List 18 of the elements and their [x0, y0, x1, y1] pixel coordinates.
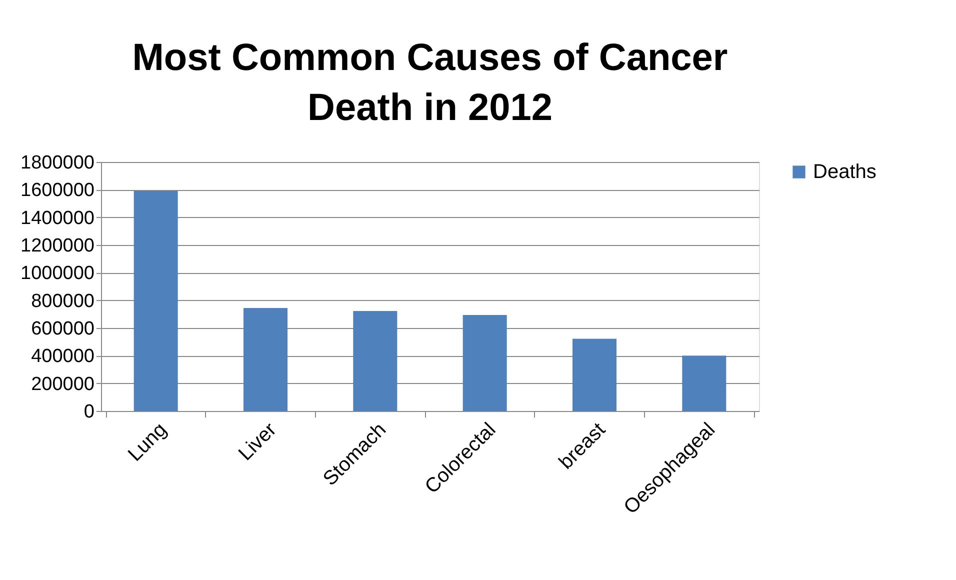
- y-tick-label: 1400000: [20, 208, 94, 229]
- y-tick-label: 400000: [31, 346, 94, 368]
- y-tick-label: 1000000: [20, 263, 94, 284]
- y-tick-label: 1200000: [20, 236, 94, 256]
- bar: [572, 338, 616, 411]
- bar: [244, 308, 288, 411]
- chart-title: Most Common Causes of Cancer Death in 2012: [132, 37, 728, 129]
- bar: [353, 310, 398, 411]
- bar: [462, 314, 507, 411]
- y-tick-label: 1600000: [20, 180, 94, 202]
- y-tick-label: 200000: [31, 374, 94, 395]
- y-tick-label: 800000: [31, 290, 94, 312]
- bar: [682, 356, 726, 411]
- legend-label: Deaths: [813, 161, 876, 183]
- bar: [134, 191, 178, 411]
- y-tick-label: 600000: [31, 318, 94, 340]
- y-tick-label: 1800000: [20, 152, 94, 174]
- y-tick-label: 0: [84, 402, 94, 422]
